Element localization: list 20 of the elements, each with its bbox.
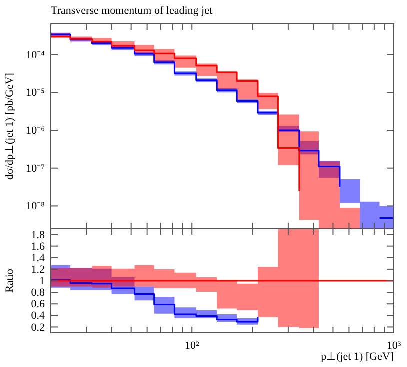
y-tick-label: 1 — [40, 276, 45, 288]
y-tick-label: 10⁻⁷ — [26, 162, 46, 175]
y-tick-label: 0.2 — [31, 322, 45, 334]
y-tick-label: 10⁻⁶ — [26, 125, 46, 138]
y-tick-label: 0.8 — [31, 287, 46, 300]
x-axis-title: p⊥(jet 1) [GeV] — [321, 351, 394, 363]
y-tick-label: 10⁻⁵ — [26, 87, 46, 100]
y-tick-label: 10⁻⁸ — [26, 200, 46, 213]
y-tick-label: 0.6 — [31, 298, 46, 311]
y-tick-label: 1.8 — [31, 229, 46, 242]
y-tick-label: 0.4 — [31, 310, 46, 322]
x-tick-label: 10³ — [386, 340, 402, 352]
y-tick-label: 1.2 — [31, 264, 45, 276]
x-tick-label: 10² — [184, 340, 200, 352]
y-tick-label: 1.4 — [31, 252, 46, 264]
chart-title: Transverse momentum of leading jet — [51, 5, 213, 17]
y-axis-title: Ratio — [4, 268, 16, 293]
y-tick-label: 1.6 — [31, 240, 46, 253]
y-axis-title: dσ/dp⊥(jet 1) [pb/GeV] — [4, 73, 16, 180]
y-tick-label: 10⁻⁴ — [26, 49, 46, 62]
